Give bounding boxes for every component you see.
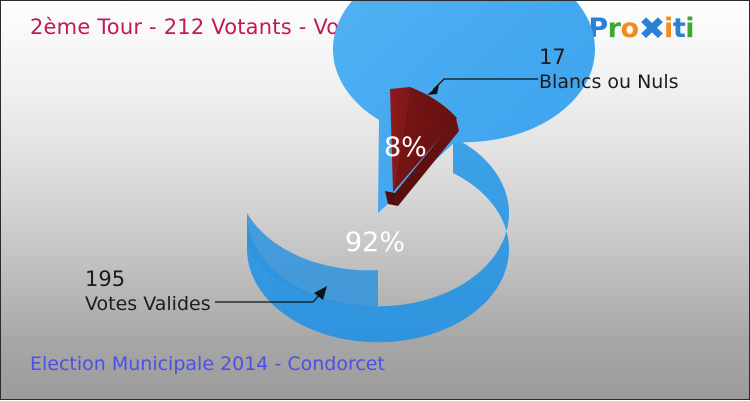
callout-blancs-value: 17 [539,45,566,69]
slice-valides-side [246,137,509,343]
slice-valides-top [332,1,595,213]
logo-letter-r: r [607,13,621,44]
slice-blancs-side [395,118,459,206]
slice-blancs-top-left [390,87,410,192]
leader-line-blancs [427,78,538,95]
callout-valides-label: Votes Valides [85,293,211,315]
callout-votes-valides: 195 Votes Valides [85,267,211,317]
proxiti-logo[interactable]: Pro✖iti [588,11,694,47]
slice-blancs-percent: 8% [384,132,427,163]
slice-valides-side-left [247,213,378,307]
slice-blancs-ou-nuls[interactable]: 8% [384,87,459,206]
callout-valides-value: 195 [85,267,126,291]
slice-valides-percent: 92% [345,227,405,258]
logo-letter-i1: i [664,13,673,44]
logo-letter-t: t [672,13,686,44]
callout-blancs-ou-nuls: 17 Blancs ou Nuls [539,45,679,95]
logo-letter-o: o [620,13,640,44]
leader-line-valides [215,286,327,303]
chart-subtitle: Election Municipale 2014 - Condorcet [30,353,385,375]
logo-letter-i2: i [685,13,694,44]
logo-star-icon: ✖ [637,11,665,47]
callout-blancs-label: Blancs ou Nuls [539,71,679,93]
slice-blancs-side-edge [385,191,398,206]
slice-blancs-top-right [393,87,457,192]
